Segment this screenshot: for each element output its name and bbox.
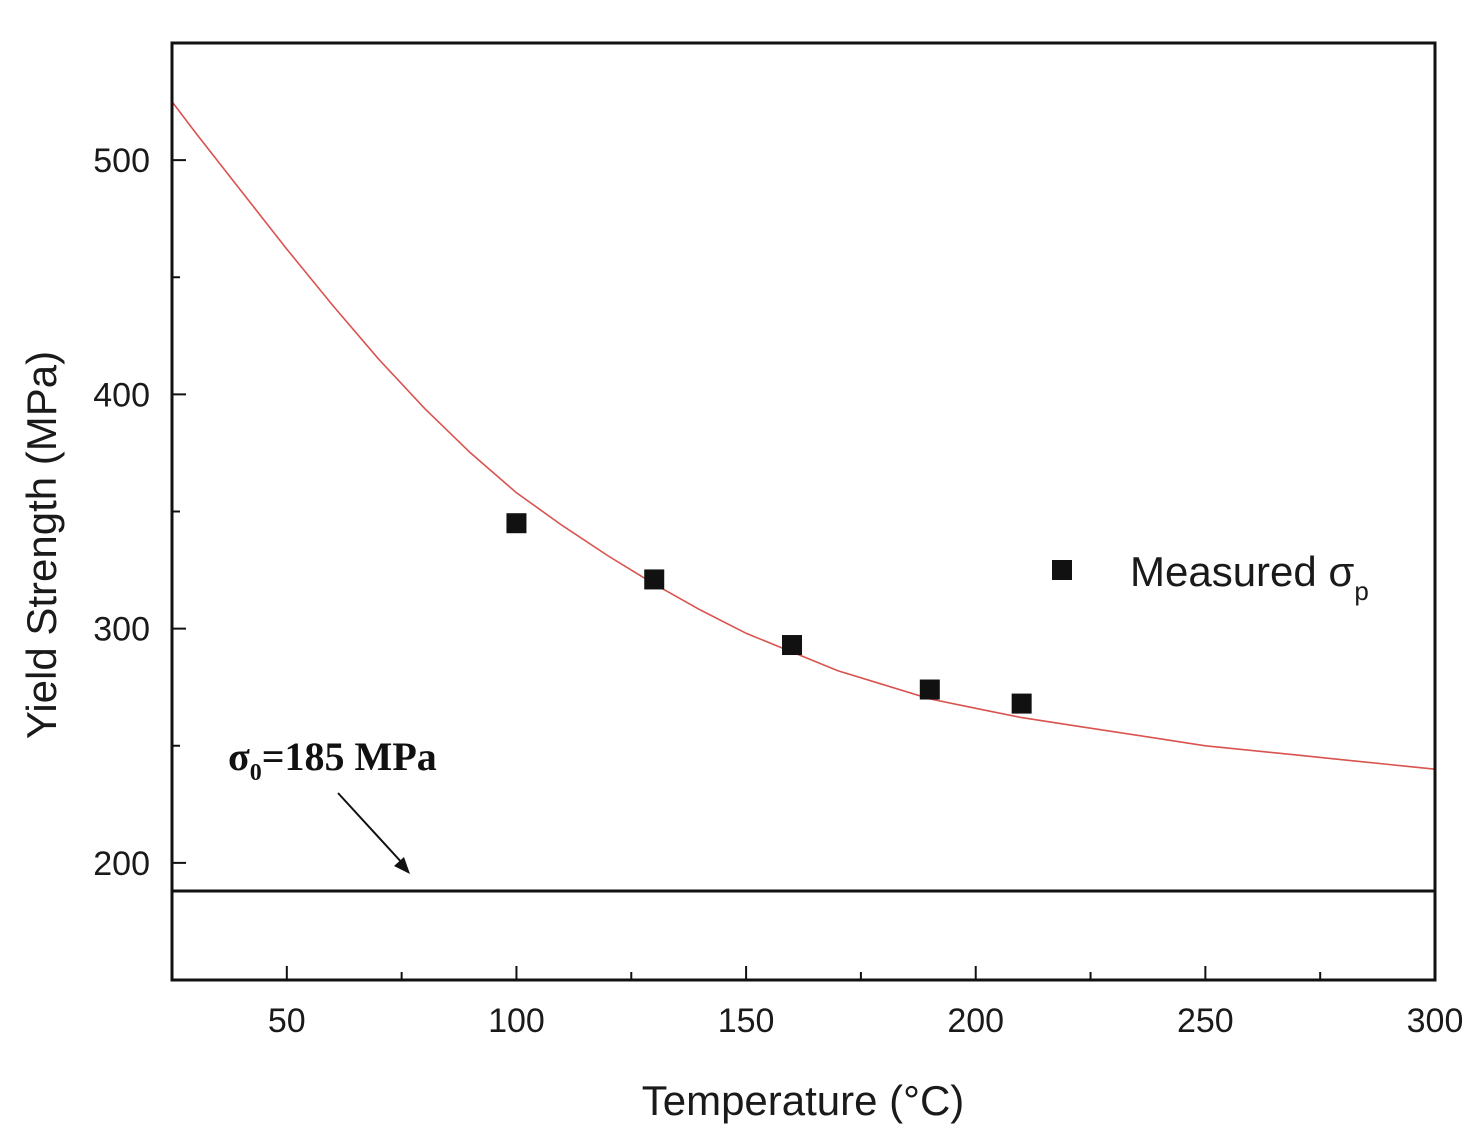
fit-curve bbox=[171, 101, 1436, 770]
legend: Measured σp bbox=[1052, 548, 1369, 606]
x-tick-label: 50 bbox=[268, 1002, 306, 1040]
data-point bbox=[644, 569, 665, 590]
legend-label: Measured σp bbox=[1130, 548, 1369, 606]
plot-frame bbox=[170, 41, 1437, 982]
data-points-layer bbox=[506, 513, 1032, 714]
data-point bbox=[1011, 693, 1032, 714]
legend-label-main: Measured σ bbox=[1130, 548, 1354, 595]
y-tick-label: 300 bbox=[93, 611, 150, 649]
x-tick-label: 250 bbox=[1177, 1002, 1234, 1040]
x-tick-label: 150 bbox=[718, 1002, 775, 1040]
legend-label-subscript: p bbox=[1354, 576, 1368, 606]
x-tick-label: 100 bbox=[488, 1002, 545, 1040]
sigma0-subscript: 0 bbox=[250, 760, 262, 786]
legend-marker bbox=[1052, 560, 1072, 580]
y-tick-label: 200 bbox=[93, 845, 150, 883]
y-tick-label: 400 bbox=[93, 376, 150, 414]
y-axis-ticks: 200 300 400 500 bbox=[93, 42, 186, 981]
y-axis-label: Yield Strength (MPa) bbox=[18, 351, 65, 739]
x-axis-label: Temperature (°C) bbox=[642, 1077, 965, 1124]
x-axis-ticks: 50 100 150 200 250 300 bbox=[171, 966, 1464, 1040]
x-tick-label: 300 bbox=[1407, 1002, 1464, 1040]
data-point bbox=[782, 635, 803, 656]
y-tick-label: 500 bbox=[93, 142, 150, 180]
sigma0-arrow-line bbox=[337, 792, 405, 866]
x-tick-label: 200 bbox=[947, 1002, 1004, 1040]
sigma0-value: =185 MPa bbox=[262, 734, 437, 779]
sigma0-label: σ0=185 MPa bbox=[228, 734, 437, 786]
data-point bbox=[919, 679, 940, 700]
sigma0-arrow-head bbox=[394, 857, 410, 874]
sigma0-symbol: σ bbox=[228, 734, 250, 779]
sigma0-annotation: σ0=185 MPa bbox=[228, 734, 437, 874]
fit-curve-layer bbox=[171, 101, 1436, 770]
data-point bbox=[506, 513, 527, 534]
